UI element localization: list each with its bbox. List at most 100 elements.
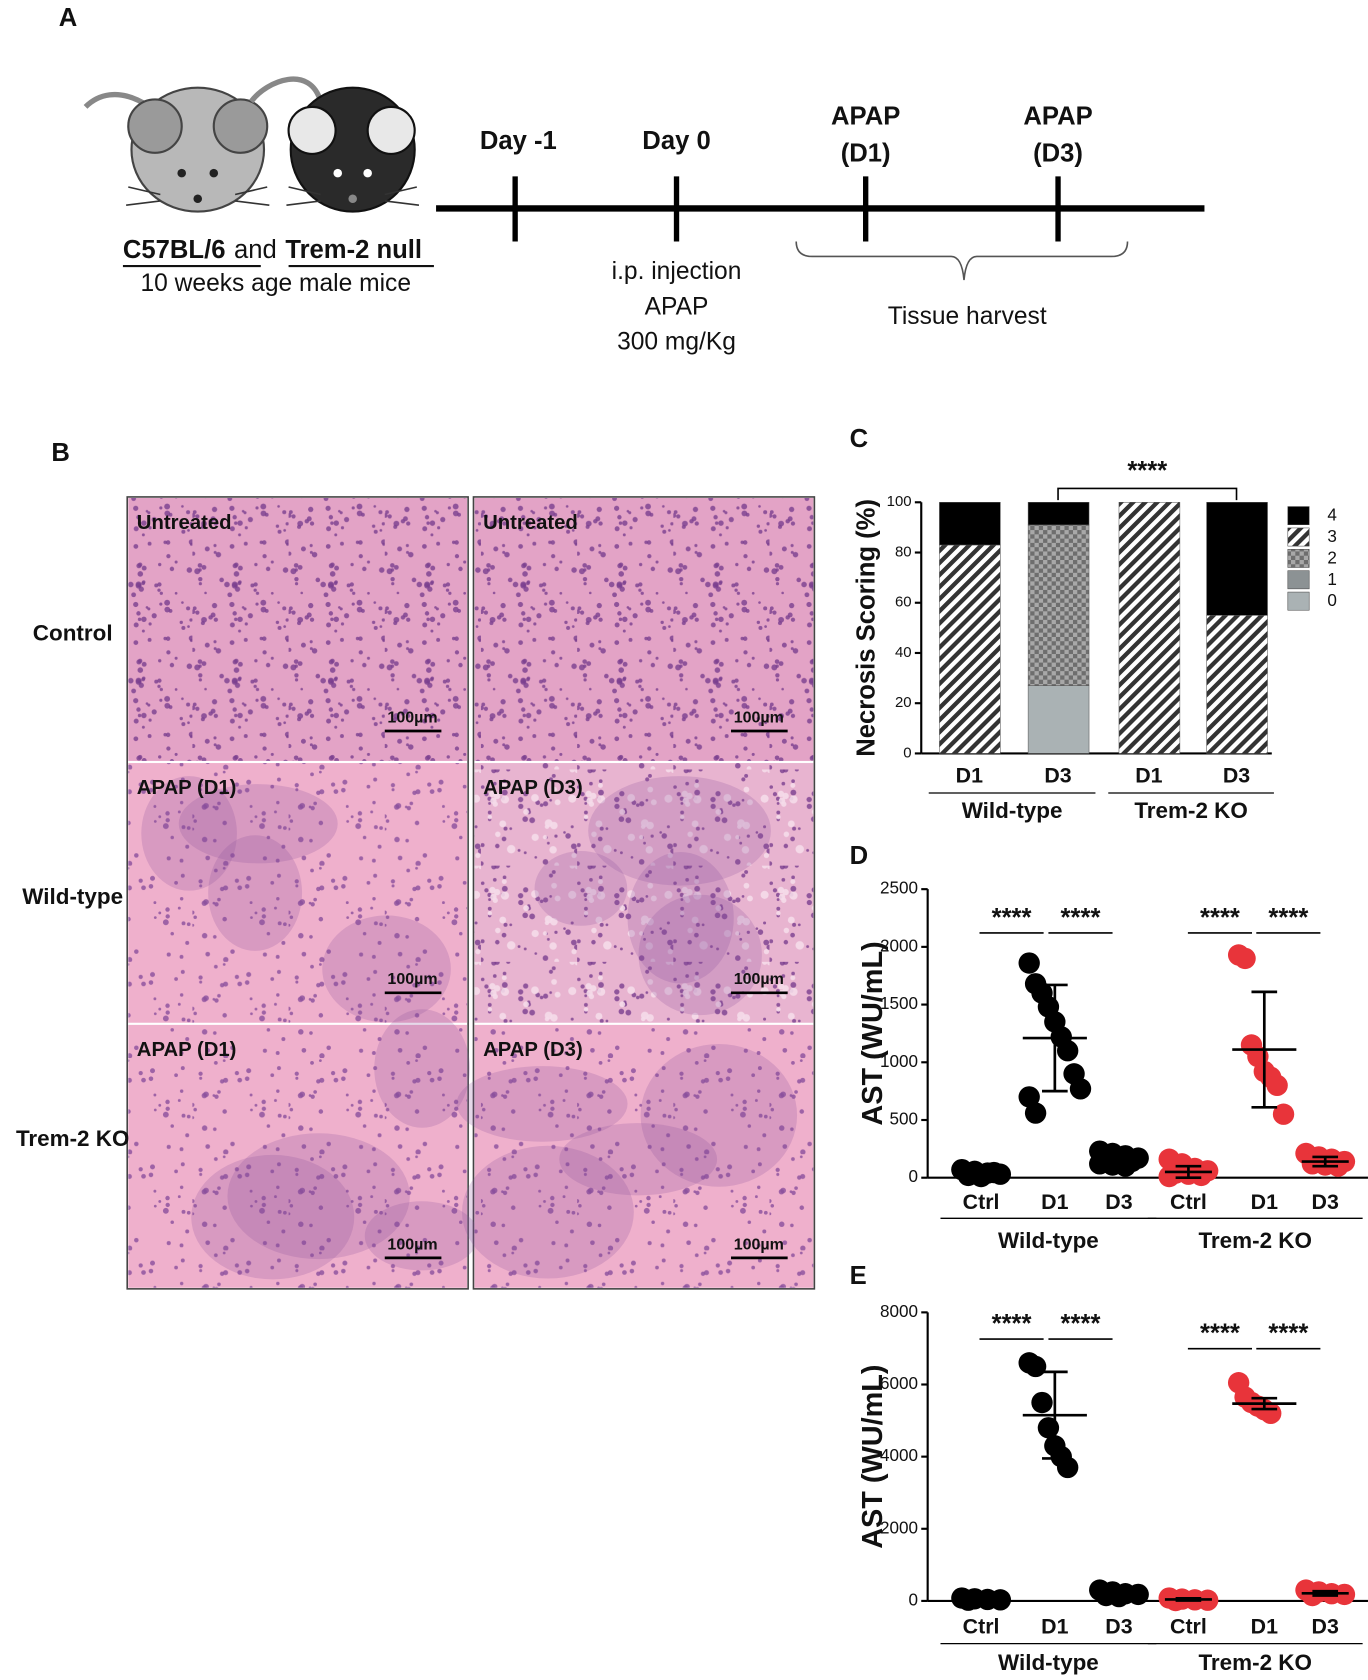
bar-segment bbox=[939, 502, 1001, 546]
sig-label: **** bbox=[992, 1310, 1032, 1338]
sig-label: **** bbox=[1200, 1320, 1240, 1348]
y-axis-label: AST (WU/mL) bbox=[857, 1365, 889, 1549]
scale-bar-label: 100µm bbox=[734, 708, 784, 726]
panel-label: D bbox=[850, 842, 869, 870]
data-point bbox=[1031, 1391, 1053, 1414]
bar-segment bbox=[1027, 524, 1090, 686]
x-tick-label: Ctrl bbox=[1170, 1614, 1207, 1638]
row-label: Control bbox=[33, 621, 113, 646]
legend-label: 0 bbox=[1327, 591, 1337, 610]
tile-label: APAP (D1) bbox=[137, 777, 237, 799]
event-label: (D1) bbox=[841, 140, 891, 168]
row-label: Trem-2 KO bbox=[16, 1126, 129, 1151]
error-bar bbox=[968, 1169, 994, 1177]
scale-bar-label: 100µm bbox=[734, 1235, 784, 1253]
histology-image bbox=[474, 763, 814, 1023]
bar-segment bbox=[1206, 502, 1268, 616]
legend-label: 3 bbox=[1327, 527, 1337, 546]
x-tick-label: D1 bbox=[956, 764, 983, 788]
group-label: Trem-2 KO bbox=[1134, 798, 1247, 823]
zone bbox=[534, 850, 628, 926]
zone bbox=[364, 1201, 479, 1271]
sig-label: **** bbox=[1061, 904, 1101, 932]
error-bar bbox=[1106, 1590, 1132, 1598]
legend-swatch bbox=[1287, 549, 1310, 568]
y-tick-label: 0 bbox=[903, 744, 911, 761]
x-tick-label: D1 bbox=[1041, 1190, 1068, 1214]
data-point bbox=[1069, 1078, 1092, 1100]
error-bar bbox=[1312, 1589, 1339, 1597]
group-label: Trem-2 KO bbox=[1198, 1650, 1311, 1675]
data-point bbox=[1056, 1456, 1079, 1479]
bar-segment bbox=[1027, 685, 1090, 754]
zone bbox=[627, 852, 734, 984]
legend-swatch bbox=[1287, 506, 1310, 525]
zone bbox=[588, 776, 771, 886]
mice-note: 10 weeks age male mice bbox=[141, 270, 412, 297]
zone bbox=[178, 784, 338, 864]
data-point bbox=[1018, 952, 1040, 974]
legend-label: 4 bbox=[1327, 506, 1337, 525]
error-bar bbox=[1312, 1155, 1339, 1168]
x-tick-label: D1 bbox=[1135, 764, 1162, 788]
event-label: APAP bbox=[1023, 102, 1092, 130]
panel-label: E bbox=[850, 1262, 867, 1290]
error-bar bbox=[1106, 1154, 1132, 1167]
y-tick-label: 100 bbox=[887, 493, 912, 510]
histology-image bbox=[474, 498, 814, 761]
bar-segment bbox=[1118, 502, 1181, 754]
timeline-ticks bbox=[512, 176, 1061, 242]
data-point bbox=[1024, 1355, 1047, 1378]
event-label: APAP bbox=[831, 102, 900, 130]
zone bbox=[191, 1154, 355, 1280]
group-label: Wild-type bbox=[962, 798, 1063, 823]
y-tick-label: 8000 bbox=[880, 1302, 918, 1321]
sig-bracket bbox=[1057, 487, 1238, 501]
y-tick-label: 60 bbox=[895, 594, 912, 611]
x-tick-label: D3 bbox=[1312, 1614, 1339, 1638]
grid-frame bbox=[126, 496, 469, 1290]
y-tick-label: 1500 bbox=[880, 994, 918, 1013]
strain: Trem-2 null bbox=[285, 236, 422, 264]
error-bar bbox=[1175, 1597, 1202, 1602]
scale-bar-label: 100µm bbox=[387, 1235, 437, 1253]
y-tick-label: 2000 bbox=[880, 936, 918, 955]
x-tick-label: Ctrl bbox=[1170, 1190, 1207, 1214]
y-tick-label: 0 bbox=[909, 1167, 919, 1186]
x-tick-label: Ctrl bbox=[963, 1614, 1000, 1638]
legend-swatch bbox=[1287, 570, 1310, 590]
scale-bar-label: 100µm bbox=[734, 970, 784, 988]
data-point bbox=[1272, 1103, 1295, 1125]
legend-label: 1 bbox=[1327, 570, 1337, 589]
y-tick-label: 1000 bbox=[880, 1052, 918, 1071]
event-label: Day 0 bbox=[642, 127, 710, 155]
data-point bbox=[1024, 1102, 1047, 1124]
y-tick-label: 40 bbox=[895, 644, 912, 661]
tile-label: APAP (D3) bbox=[483, 1039, 583, 1061]
zone bbox=[461, 1145, 634, 1279]
x-tick-label: D3 bbox=[1044, 764, 1071, 788]
group-label: Wild-type bbox=[998, 1650, 1099, 1675]
sig-label: **** bbox=[1061, 1310, 1101, 1338]
zone bbox=[141, 776, 237, 891]
bar-segment bbox=[1027, 502, 1090, 526]
event-label: Day -1 bbox=[480, 127, 557, 155]
zone bbox=[208, 835, 303, 951]
zone bbox=[456, 1066, 628, 1142]
x-tick-label: D3 bbox=[1312, 1190, 1339, 1214]
scale-bar-label: 100µm bbox=[387, 708, 437, 726]
error-bar bbox=[1042, 1370, 1068, 1460]
y-tick-label: 80 bbox=[895, 543, 912, 560]
y-tick-label: 2500 bbox=[880, 879, 918, 898]
x-tick-label: D3 bbox=[1105, 1614, 1132, 1638]
sig-label: **** bbox=[1268, 1320, 1308, 1348]
harvest-bracket bbox=[795, 241, 1129, 281]
data-point bbox=[1234, 947, 1256, 970]
y-tick-label: 4000 bbox=[880, 1446, 918, 1465]
histology-image bbox=[474, 1024, 814, 1288]
x-tick-label: D3 bbox=[1105, 1190, 1132, 1214]
histology-image bbox=[128, 1024, 468, 1288]
data-point bbox=[1056, 1040, 1079, 1062]
